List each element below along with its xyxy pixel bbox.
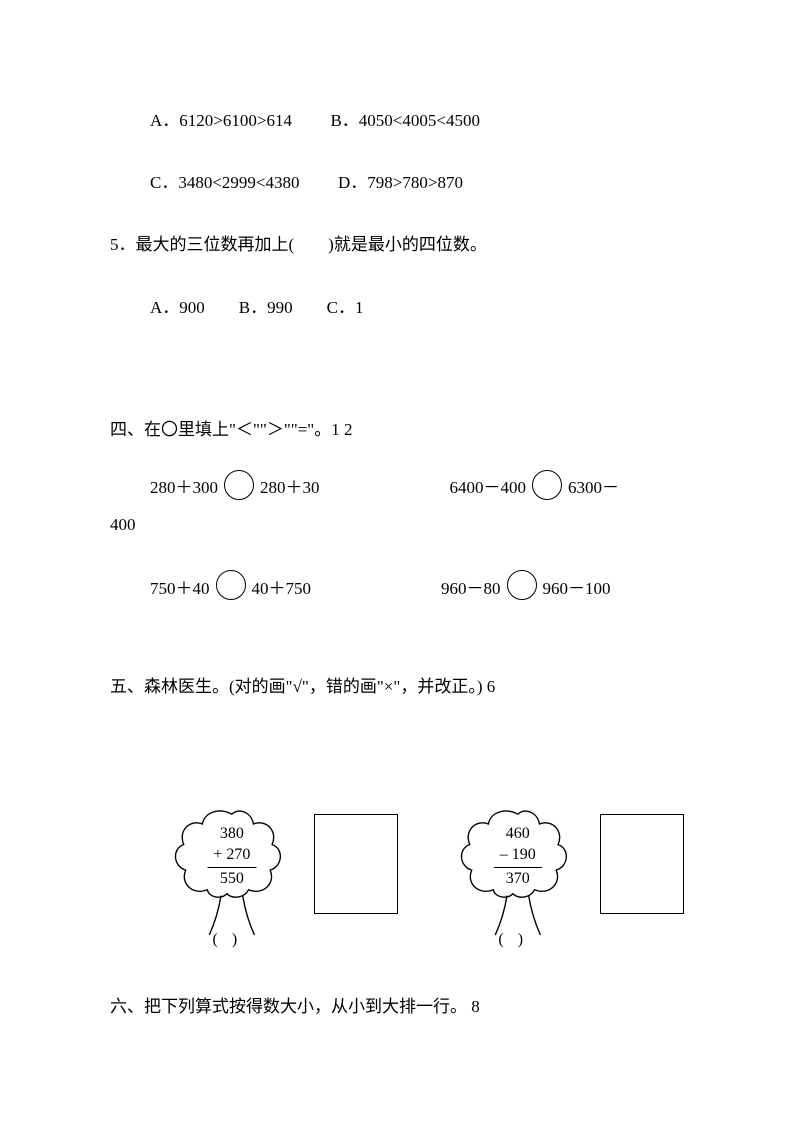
section6-heading: 六、把下列算式按得数大小，从小到大排一行。 8 — [110, 993, 684, 1020]
cmp1-wrap: 400 — [110, 511, 684, 538]
q5-options: A．900 B．990 C．1 — [110, 294, 684, 321]
tree1-math: 380 + 270 550 — [207, 824, 256, 889]
cmp2-right-b: 960－100 — [543, 575, 611, 602]
correction-box-1[interactable] — [314, 814, 398, 914]
q4-options-row2: C．3480<2999<4380 D．798>780>870 — [110, 169, 684, 196]
tree1-op: + 270 — [207, 845, 256, 868]
tree2-op: – 190 — [494, 845, 542, 868]
section5-heading: 五、森林医生。(对的画"√"，错的画"×"，并改正。) 6 — [110, 673, 684, 700]
tree1-result: 550 — [207, 868, 256, 890]
forest-doctor-row: 380 + 270 550 () 460 – 190 370 () — [110, 808, 684, 948]
compare-circle[interactable] — [507, 570, 537, 600]
section4-heading: 四、在〇里填上"＜""＞""="。1 2 — [110, 416, 684, 443]
tree-problem-1: 380 + 270 550 () — [170, 808, 294, 948]
cmp1-left-a: 280＋300 — [150, 474, 218, 501]
q4-option-a: A．6120>6100>614 — [150, 111, 292, 130]
tree2-top: 460 — [494, 824, 542, 845]
tree1-paren[interactable]: () — [213, 927, 252, 953]
q4-option-c: C．3480<2999<4380 — [150, 173, 300, 192]
cmp2-right-a: 960－80 — [441, 575, 501, 602]
q4-options-row1: A．6120>6100>614 B．4050<4005<4500 — [110, 107, 684, 134]
compare-circle[interactable] — [532, 470, 562, 500]
q4-option-d: D．798>780>870 — [338, 173, 463, 192]
correction-box-2[interactable] — [600, 814, 684, 914]
q5-question: 5．最大的三位数再加上( )就是最小的四位数。 — [110, 231, 684, 258]
cmp2-left-a: 750＋40 — [150, 575, 210, 602]
q4-option-b: B．4050<4005<4500 — [330, 111, 480, 130]
tree2-math: 460 – 190 370 — [494, 824, 542, 889]
tree2-result: 370 — [494, 868, 542, 890]
compare-circle[interactable] — [224, 470, 254, 500]
cmp1-right-b: 6300－ — [568, 474, 619, 501]
cmp2-left-b: 40＋750 — [252, 575, 312, 602]
cmp1-left-b: 280＋30 — [260, 474, 320, 501]
compare-row-2: 750＋40 40＋750 960－80 960－100 — [110, 573, 684, 603]
tree-problem-2: 460 – 190 370 () — [456, 808, 580, 948]
cmp1-right-a: 6400－400 — [450, 474, 527, 501]
compare-row-1: 280＋300 280＋30 6400－400 6300－ — [110, 473, 684, 503]
compare-circle[interactable] — [216, 570, 246, 600]
tree2-paren[interactable]: () — [498, 927, 537, 953]
tree1-top: 380 — [207, 824, 256, 845]
